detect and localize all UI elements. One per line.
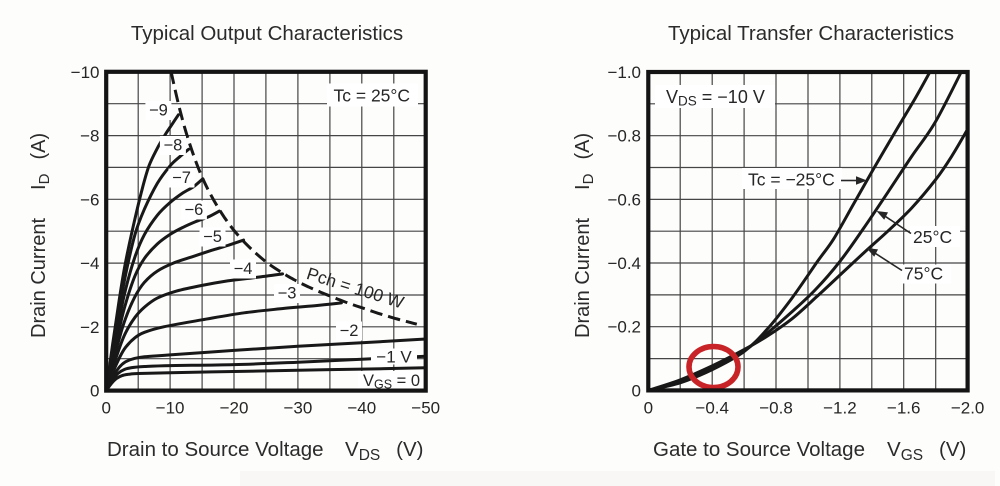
svg-text:−1.0: −1.0 [607, 63, 641, 82]
svg-text:VGS = 0: VGS = 0 [363, 372, 420, 392]
svg-text:−0.8: −0.8 [607, 127, 641, 146]
svg-text:Typical Output Characteristics: Typical Output Characteristics [131, 22, 403, 45]
svg-text:−8: −8 [163, 137, 182, 155]
svg-text:−0.8: −0.8 [759, 399, 793, 418]
svg-text:−20: −20 [220, 399, 249, 418]
svg-text:−6: −6 [184, 201, 203, 219]
svg-text:−0.4: −0.4 [695, 399, 729, 418]
svg-text:−3: −3 [278, 285, 297, 303]
svg-text:VDS (V): VDS (V) [345, 438, 424, 464]
svg-text:Gate to Source Voltage: Gate to Source Voltage [653, 438, 865, 461]
svg-text:−0.4: −0.4 [607, 254, 641, 273]
svg-text:−0.2: −0.2 [607, 318, 641, 337]
svg-text:75°C: 75°C [904, 264, 943, 284]
svg-text:−7: −7 [172, 169, 191, 187]
svg-text:−10: −10 [71, 63, 100, 82]
svg-text:Tc = 25°C: Tc = 25°C [334, 86, 411, 106]
svg-text:−5: −5 [203, 228, 222, 246]
svg-text:−8: −8 [80, 127, 99, 146]
svg-text:Typical Transfer Characteristi: Typical Transfer Characteristics [668, 22, 954, 45]
svg-text:0: 0 [644, 399, 653, 418]
svg-text:−1 V: −1 V [376, 348, 412, 367]
svg-text:−10: −10 [156, 399, 185, 418]
svg-text:VDS = −10 V: VDS = −10 V [666, 87, 765, 109]
svg-text:0: 0 [101, 399, 110, 418]
svg-text:−1.6: −1.6 [887, 399, 921, 418]
svg-text:−0.6: −0.6 [607, 190, 641, 209]
svg-text:−2: −2 [340, 322, 359, 340]
svg-text:0: 0 [632, 381, 641, 400]
svg-text:0: 0 [90, 382, 99, 401]
svg-text:25°C: 25°C [913, 227, 952, 247]
svg-text:−4: −4 [80, 254, 99, 273]
svg-text:−4: −4 [234, 260, 253, 278]
svg-text:−40: −40 [347, 399, 376, 418]
svg-text:−30: −30 [283, 399, 312, 418]
svg-text:VGS (V): VGS (V) [887, 438, 966, 464]
svg-text:−50: −50 [411, 399, 440, 418]
svg-text:−2.0: −2.0 [951, 399, 985, 418]
svg-text:−2: −2 [80, 318, 99, 337]
svg-text:Drain to Source Voltage: Drain to Source Voltage [107, 438, 324, 461]
svg-text:−9: −9 [149, 102, 168, 120]
svg-text:−1.2: −1.2 [823, 399, 857, 418]
svg-text:Tc = −25°C: Tc = −25°C [748, 169, 835, 189]
svg-text:−6: −6 [80, 190, 99, 209]
